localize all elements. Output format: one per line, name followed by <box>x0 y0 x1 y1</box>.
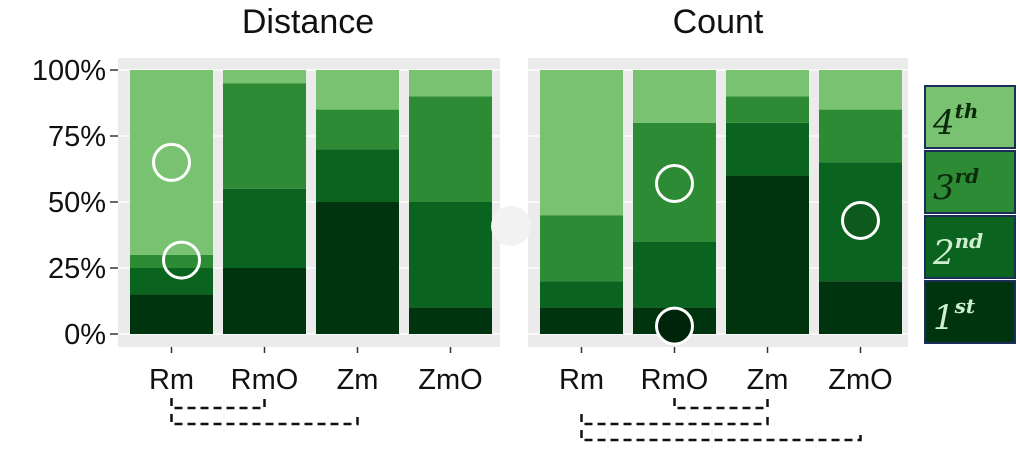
y-tick-label: 75% <box>48 121 106 153</box>
panel-title: Count <box>673 3 764 41</box>
x-tick-label: RmO <box>231 364 299 396</box>
bar-segment-zm-2nd <box>726 122 809 176</box>
x-tick-label: Rm <box>149 364 194 396</box>
bar-segment-zm-4th <box>316 70 399 110</box>
bar-segment-rm-4th <box>540 70 623 216</box>
bar-segment-zmo-1st <box>409 307 492 334</box>
marker-filled-circle <box>655 306 694 346</box>
significance-bracket <box>580 430 862 442</box>
bar-segment-zmo-3rd <box>409 96 492 202</box>
bar-segment-zm-2nd <box>316 149 399 202</box>
marker-open-circle <box>162 240 201 280</box>
bar-segment-rmo-4th <box>633 70 716 123</box>
legend-swatch-2nd <box>924 215 1016 279</box>
significance-bracket <box>170 398 266 410</box>
significance-bracket <box>170 414 359 426</box>
significance-bracket <box>673 398 769 410</box>
bar-segment-rm-3rd <box>540 215 623 282</box>
bar-segment-rm-4th <box>130 70 213 255</box>
bar-segment-rm-2nd <box>130 268 213 295</box>
legend-swatch-4th <box>924 85 1016 149</box>
marker-open-circle <box>152 142 191 182</box>
bar-segment-zmo-3rd <box>819 109 902 163</box>
bar-segment-zm-1st <box>726 175 809 334</box>
bar-segment-rmo-3rd <box>633 122 716 242</box>
bar-segment-zmo-4th <box>409 70 492 97</box>
y-tick-label: 0% <box>64 319 106 351</box>
bar-segment-zm-1st <box>316 202 399 334</box>
x-tick-label: Zm <box>747 364 789 396</box>
bar-segment-zmo-4th <box>819 70 902 110</box>
significance-bracket <box>580 414 769 426</box>
legend: 4th 3rd 2nd 1st <box>924 85 1016 344</box>
bar-segment-rmo-2nd <box>633 241 716 308</box>
marker-open-circle <box>655 164 694 204</box>
bar-segment-rmo-4th <box>223 70 306 84</box>
legend-label-1st: 1st <box>933 294 976 338</box>
y-tick-label: 100% <box>32 55 106 87</box>
x-tick-label: RmO <box>641 364 709 396</box>
bar-segment-rmo-1st <box>223 268 306 334</box>
legend-label-3rd: 3rd <box>933 164 979 208</box>
bar-segment-zm-4th <box>726 70 809 97</box>
bar-segment-zmo-1st <box>819 281 902 334</box>
panel-count: Count Rm RmO Zm ZmO <box>528 3 908 442</box>
y-tick-label: 25% <box>48 253 106 285</box>
marker-filled-circle <box>841 200 880 240</box>
panel-title: Distance <box>242 3 374 41</box>
y-tick-label: 50% <box>48 187 106 219</box>
panel-gap-blob <box>491 206 531 246</box>
bar-segment-rmo-3rd <box>223 83 306 189</box>
bar-segment-rm-2nd <box>540 281 623 308</box>
bar-segment-rm-1st <box>540 307 623 334</box>
legend-swatch-3rd <box>924 150 1016 214</box>
bar-segment-zm-3rd <box>316 109 399 150</box>
bar-segment-rm-3rd <box>130 254 213 268</box>
x-tick-label: ZmO <box>828 364 892 396</box>
x-tick-label: Zm <box>337 364 379 396</box>
x-tick-label: ZmO <box>418 364 482 396</box>
x-tick-label: Rm <box>559 364 604 396</box>
legend-label-2nd: 2nd <box>932 229 983 273</box>
bar-segment-rmo-2nd <box>223 188 306 268</box>
bar-segment-zmo-2nd <box>409 202 492 308</box>
panel-distance: Distance Rm RmO Zm ZmO <box>118 3 500 426</box>
legend-label-4th: 4th <box>932 99 978 143</box>
bar-segment-zm-3rd <box>726 96 809 123</box>
legend-swatch-1st <box>924 280 1016 344</box>
bar-segment-rm-1st <box>130 294 213 334</box>
